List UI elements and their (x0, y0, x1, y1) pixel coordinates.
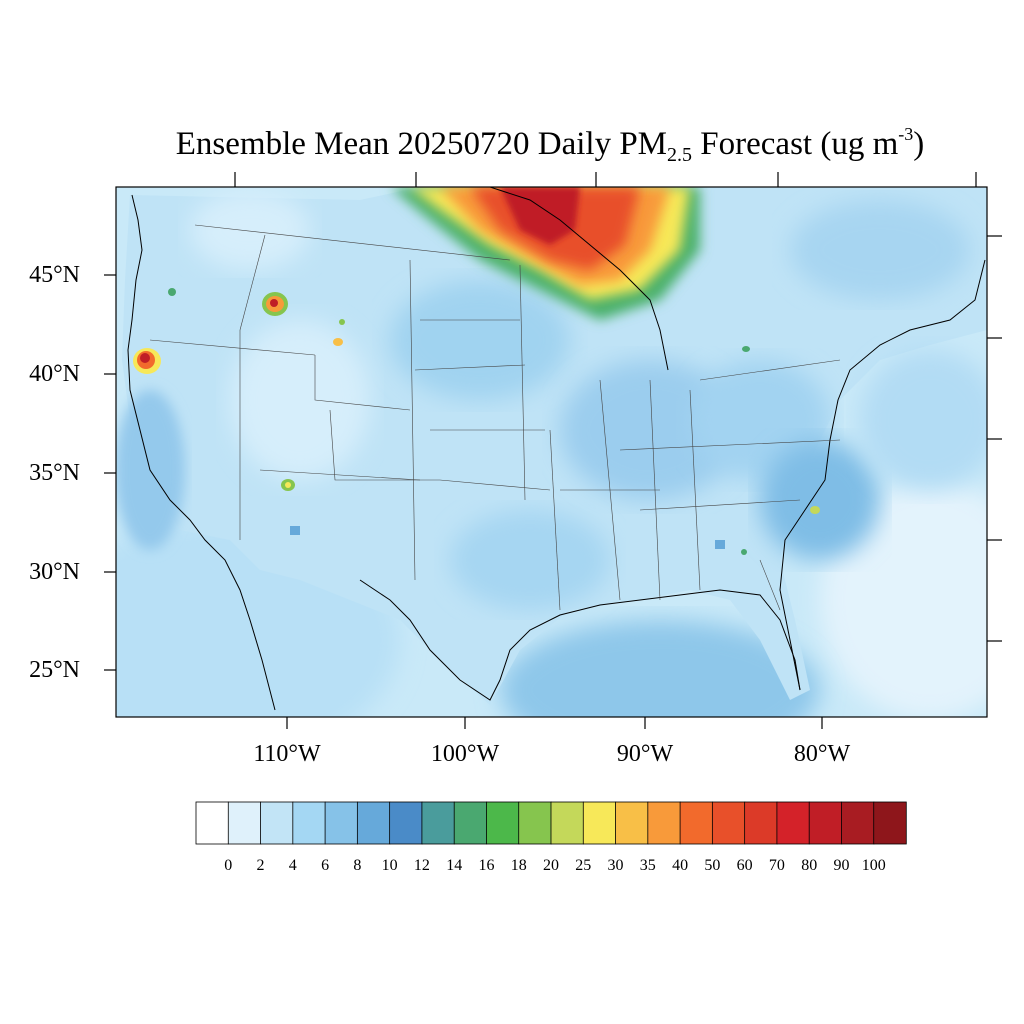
lat-label-40: 40°N (29, 361, 80, 387)
hotspot-northern-california (133, 348, 161, 374)
colorbar-label: 35 (639, 857, 656, 874)
smoke-plume (390, 187, 700, 320)
colorbar-label: 30 (607, 857, 624, 874)
colorbar-label: 90 (833, 857, 850, 874)
colorbar-label: 50 (704, 857, 721, 874)
colorbar-swatch (647, 801, 681, 845)
colorbar-swatch (615, 801, 649, 845)
colorbar-label: 100 (861, 857, 886, 874)
colorbar-label: 6 (321, 857, 330, 874)
colorbar-label: 12 (413, 857, 430, 874)
colorbar-swatch (744, 801, 778, 845)
title-superscript: -3 (898, 124, 914, 144)
title-prefix: Ensemble Mean 20250720 Daily PM (175, 126, 668, 162)
colorbar-swatch (292, 801, 326, 845)
lat-label-30: 30°N (29, 559, 80, 585)
title-middle: Forecast (ug m (692, 126, 899, 162)
colorbar-swatch (195, 801, 229, 845)
colorbar-swatch (841, 801, 875, 845)
map-frame (115, 186, 988, 718)
title-subscript: 2.5 (667, 144, 693, 166)
title-suffix: ) (913, 126, 925, 162)
state-borders (149, 224, 841, 611)
colorbar-label: 0 (224, 857, 233, 874)
colorbar-swatch (486, 801, 520, 845)
colorbar-swatch (324, 801, 359, 845)
colorbar-swatch (356, 801, 391, 845)
colorbar-swatch (873, 801, 907, 845)
map-field (116, 187, 987, 717)
colorbar-label: 40 (672, 857, 689, 874)
colorbar-swatch (582, 801, 617, 845)
right-ticks (987, 235, 1002, 642)
colorbar (195, 801, 907, 845)
colorbar-swatch (227, 801, 262, 845)
colorbar-label: 16 (478, 857, 495, 874)
colorbar-label: 2 (256, 857, 265, 874)
colorbar-label: 70 (768, 857, 785, 874)
colorbar-swatch (776, 801, 810, 845)
colorbar-label: 25 (575, 857, 592, 874)
lon-label-100w: 100°W (430, 741, 500, 767)
colorbar-label: 14 (446, 857, 463, 874)
colorbar-swatch (808, 801, 843, 845)
colorbar-swatch (260, 801, 294, 845)
lat-ticks (104, 274, 116, 671)
colorbar-label: 10 (381, 857, 398, 874)
colorbar-label: 60 (736, 857, 753, 874)
colorbar-swatch (389, 801, 423, 845)
colorbar-label: 80 (801, 857, 818, 874)
lon-label-80w: 80°W (793, 741, 851, 767)
colorbar-swatch (679, 801, 714, 845)
hotspot-idaho (262, 292, 288, 316)
colorbar-label: 4 (288, 857, 297, 874)
lon-label-90w: 90°W (616, 741, 674, 767)
lon-ticks (286, 717, 823, 729)
top-ticks (234, 172, 977, 187)
lat-label-35: 35°N (29, 460, 80, 486)
lat-label-45: 45°N (29, 262, 80, 288)
lon-label-110w: 110°W (253, 741, 321, 767)
colorbar-swatch (550, 801, 584, 845)
lat-label-25: 25°N (29, 657, 80, 683)
chart-title: Ensemble Mean 20250720 Daily PM2.5 Forec… (0, 112, 1024, 177)
colorbar-swatch (711, 801, 746, 845)
colorbar-swatch (453, 801, 488, 845)
colorbar-label: 20 (543, 857, 559, 874)
colorbar-swatch (421, 801, 455, 845)
coastlines (127, 187, 986, 711)
colorbar-label: 8 (353, 857, 362, 874)
hotspot-small (168, 288, 820, 555)
colorbar-label: 18 (510, 857, 527, 874)
colorbar-swatch (518, 801, 552, 845)
